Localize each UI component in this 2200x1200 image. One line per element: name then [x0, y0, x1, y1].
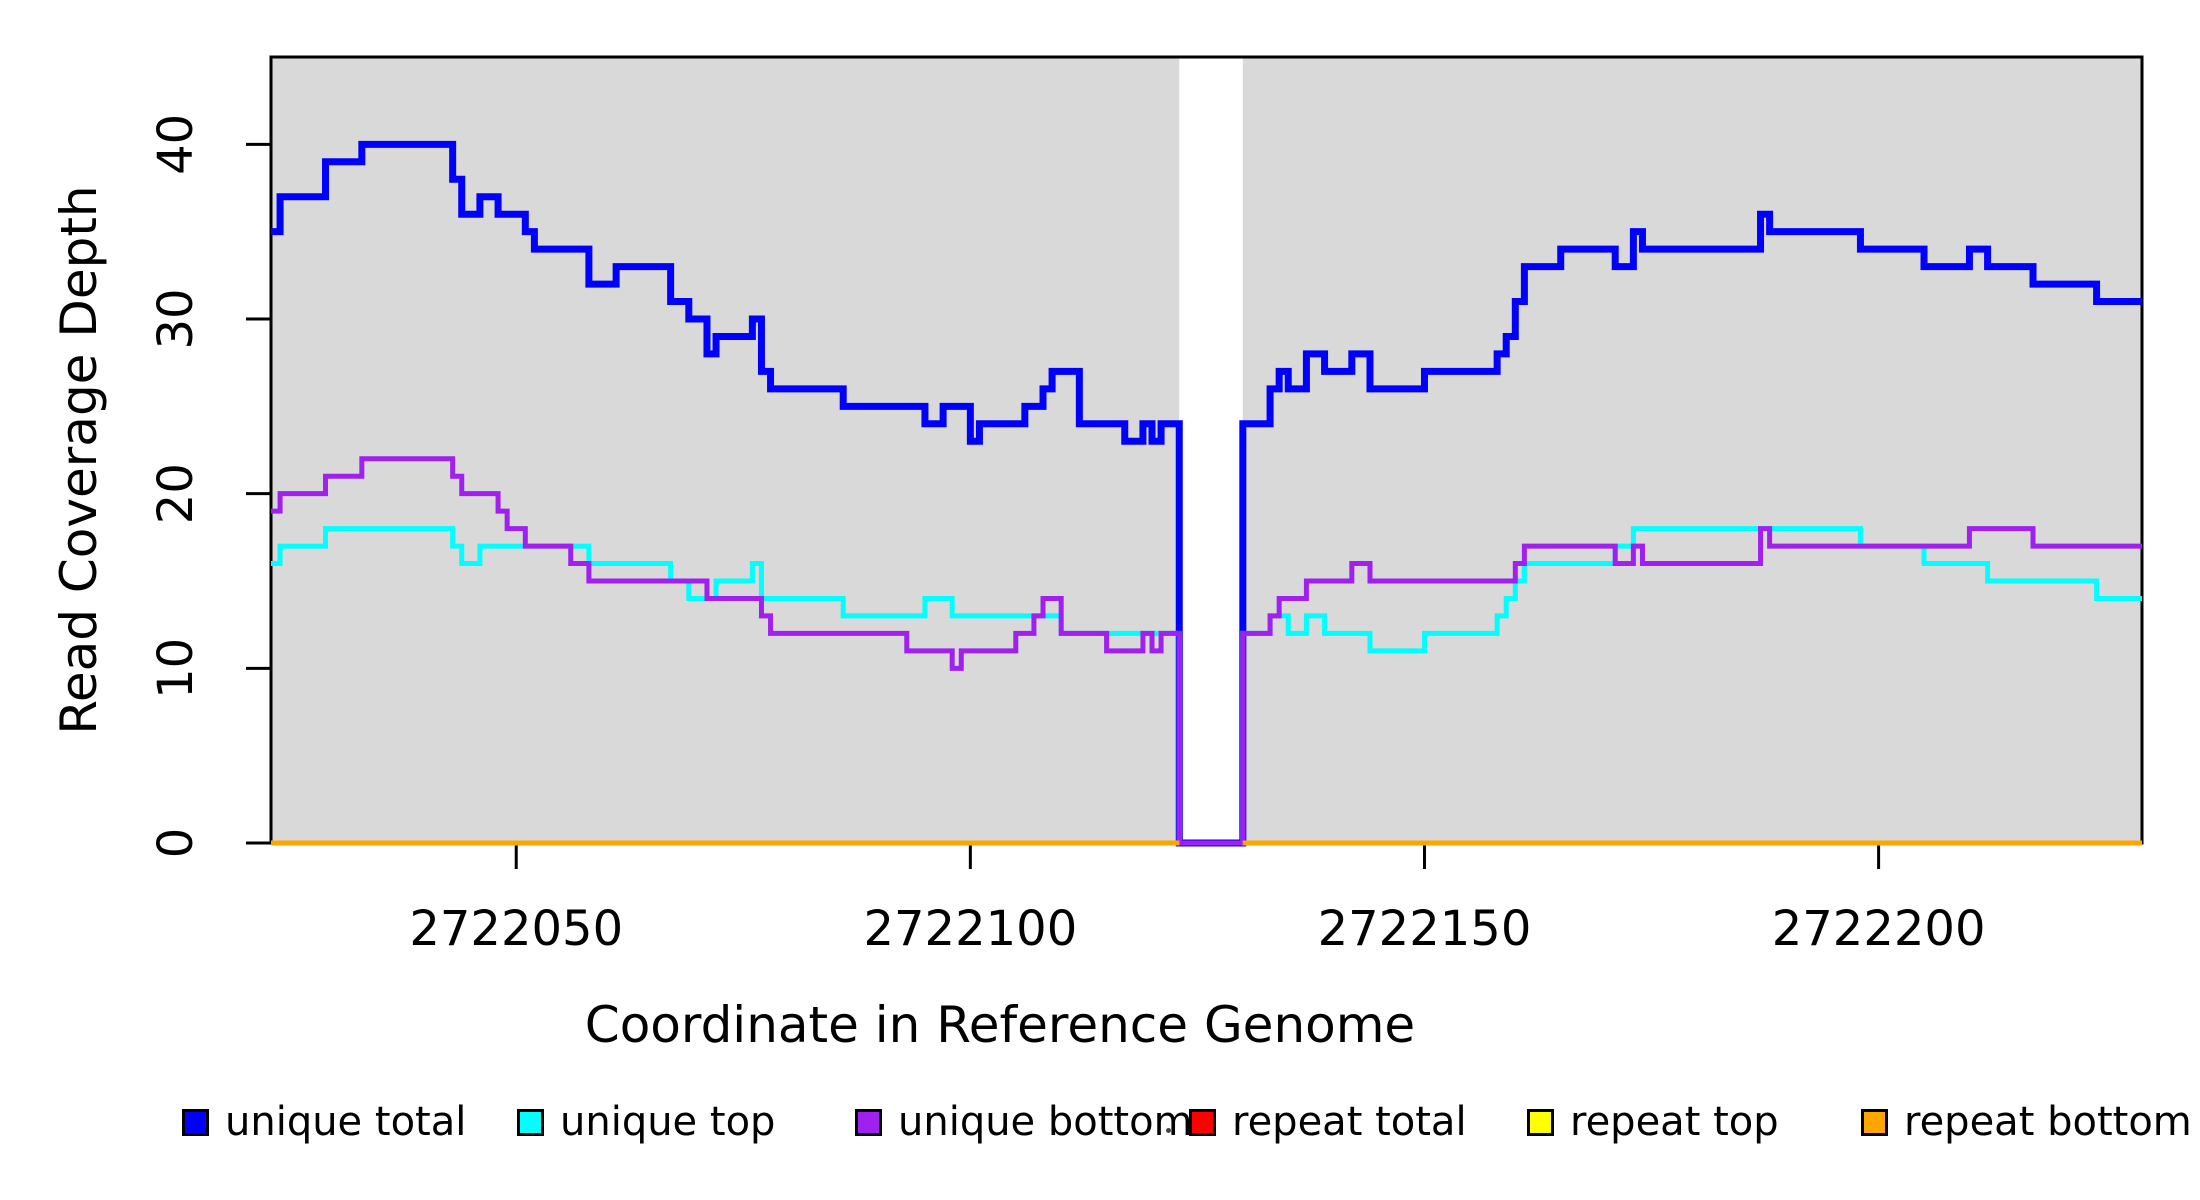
x-tick-label: 2722200 — [1772, 901, 1986, 957]
coverage-step-lines — [271, 140, 2142, 847]
y-axis-title: Read Coverage Depth — [50, 185, 108, 734]
x-tick-label: 2722050 — [409, 901, 623, 957]
plot-bg-right — [1242, 57, 2142, 843]
plot-background — [271, 57, 2142, 843]
stray-mark — [1166, 1128, 1171, 1133]
x-tick-label: 2722150 — [1318, 901, 1532, 957]
x-axis-title: Coordinate in Reference Genome — [585, 996, 1415, 1054]
y-tick-label: 30 — [148, 288, 204, 349]
axis-ticks-and-labels: 2722050 2722100 2722150 2722200 0 10 20 30 40 — [148, 114, 1985, 957]
y-tick-label: 0 — [148, 828, 204, 859]
y-tick-label: 20 — [148, 463, 204, 524]
y-tick-label: 40 — [148, 114, 204, 175]
plot-bg-left — [271, 57, 1180, 843]
x-tick-label: 2722100 — [863, 901, 1077, 957]
y-tick-label: 10 — [148, 638, 204, 699]
series-line-unique-bottom — [271, 456, 2142, 846]
series-line-unique-total — [271, 140, 2142, 847]
